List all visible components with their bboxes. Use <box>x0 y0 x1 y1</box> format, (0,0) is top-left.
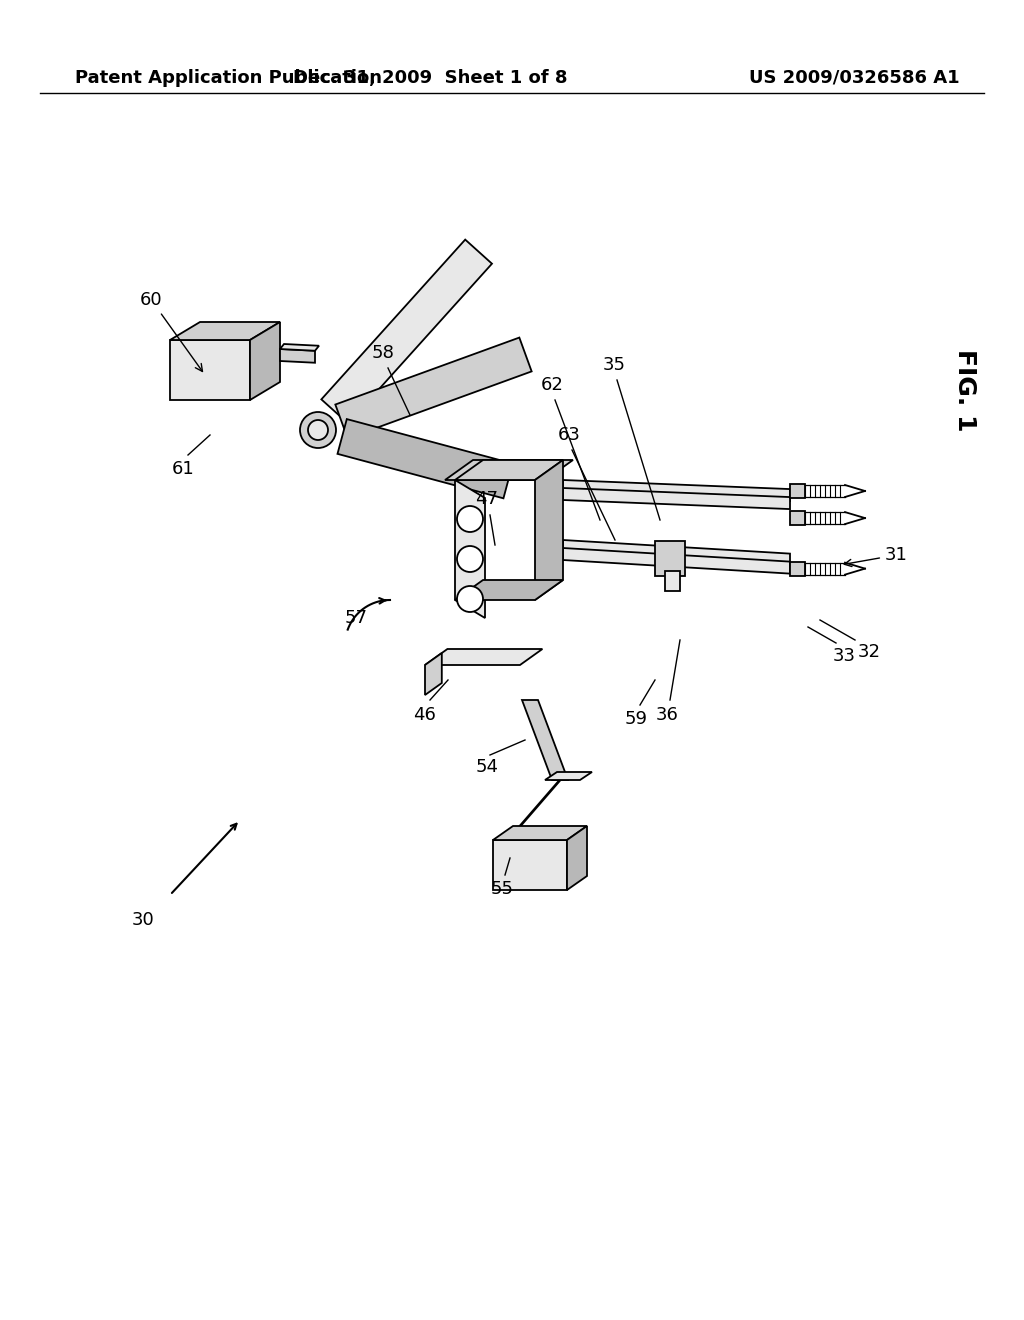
Polygon shape <box>567 826 587 890</box>
Polygon shape <box>335 338 531 438</box>
Polygon shape <box>563 548 790 574</box>
Text: 62: 62 <box>541 376 563 393</box>
Circle shape <box>457 506 483 532</box>
Polygon shape <box>522 700 568 780</box>
Polygon shape <box>250 322 280 400</box>
Polygon shape <box>455 480 485 618</box>
Text: 59: 59 <box>625 710 647 729</box>
Polygon shape <box>425 653 441 696</box>
Polygon shape <box>563 488 790 510</box>
Polygon shape <box>280 345 319 351</box>
Polygon shape <box>170 322 280 341</box>
Text: FIG. 1: FIG. 1 <box>953 348 977 432</box>
Text: 58: 58 <box>372 345 394 362</box>
Polygon shape <box>493 826 587 840</box>
Text: 36: 36 <box>655 706 679 723</box>
Polygon shape <box>665 570 680 591</box>
Circle shape <box>300 412 336 447</box>
Text: 32: 32 <box>858 643 881 661</box>
Polygon shape <box>493 840 567 890</box>
Circle shape <box>457 546 483 572</box>
Polygon shape <box>170 341 250 400</box>
Text: 57: 57 <box>345 609 368 627</box>
Text: 54: 54 <box>475 758 499 776</box>
Polygon shape <box>322 240 492 424</box>
Polygon shape <box>790 511 805 525</box>
Polygon shape <box>790 484 805 498</box>
Circle shape <box>457 586 483 612</box>
Circle shape <box>308 420 328 440</box>
Text: 35: 35 <box>602 356 626 374</box>
Text: 33: 33 <box>833 647 856 665</box>
Polygon shape <box>545 772 592 780</box>
Text: 46: 46 <box>414 706 436 723</box>
Text: US 2009/0326586 A1: US 2009/0326586 A1 <box>750 69 961 87</box>
Text: 30: 30 <box>132 911 155 929</box>
Polygon shape <box>455 459 563 480</box>
Polygon shape <box>445 459 573 480</box>
Text: 31: 31 <box>844 546 908 566</box>
Text: Patent Application Publication: Patent Application Publication <box>75 69 382 87</box>
Polygon shape <box>280 348 315 363</box>
Polygon shape <box>425 649 543 665</box>
Text: 63: 63 <box>557 426 581 444</box>
Polygon shape <box>790 561 805 576</box>
Polygon shape <box>338 418 513 499</box>
Text: 61: 61 <box>172 459 195 478</box>
Text: 60: 60 <box>140 290 203 371</box>
Polygon shape <box>655 541 685 576</box>
Polygon shape <box>535 459 563 601</box>
Polygon shape <box>455 579 563 601</box>
Polygon shape <box>563 480 790 502</box>
Text: Dec. 31, 2009  Sheet 1 of 8: Dec. 31, 2009 Sheet 1 of 8 <box>293 69 567 87</box>
Text: 55: 55 <box>490 880 513 898</box>
Text: 47: 47 <box>475 490 499 508</box>
Polygon shape <box>563 540 790 565</box>
